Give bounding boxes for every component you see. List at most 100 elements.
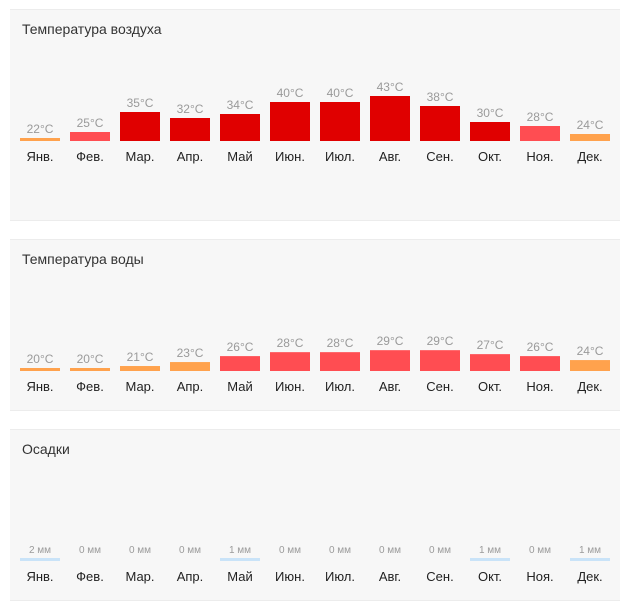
value-label: 29°C <box>427 334 454 348</box>
value-label: 29°C <box>377 334 404 348</box>
precipitation-panel: Осадки 2 мм Янв. 0 мм Фев. 0 мм Мар. 0 мм Апр. 1… <box>10 429 620 601</box>
value-label: 26°C <box>227 340 254 354</box>
value-label: 32°C <box>177 102 204 116</box>
value-label: 30°C <box>477 106 504 120</box>
value-label: 21°C <box>127 350 154 364</box>
value-label: 28°C <box>327 336 354 350</box>
bar-4 <box>170 362 210 371</box>
value-label: 0 мм <box>179 545 201 556</box>
month-label: Сен. <box>426 149 453 164</box>
month-label: Июн. <box>275 379 305 394</box>
value-label: 0 мм <box>279 545 301 556</box>
bar-1 <box>20 138 60 141</box>
month-label: Мар. <box>125 569 154 584</box>
month-label: Фев. <box>76 149 104 164</box>
bar-5 <box>220 114 260 141</box>
panel-title: Температура воздуха <box>22 21 162 37</box>
value-label: 38°C <box>427 90 454 104</box>
bar-2 <box>70 368 110 371</box>
month-label: Апр. <box>177 379 204 394</box>
bar-7 <box>320 102 360 141</box>
bar-12 <box>570 558 610 561</box>
month-label: Май <box>227 569 252 584</box>
value-label: 1 мм <box>579 545 601 556</box>
month-label: Авг. <box>379 379 401 394</box>
water-temperature-chart: 20°C Янв. 20°C Фев. 21°C Мар. 23°C Апр. 26°C Май 2… <box>20 334 610 394</box>
bar-1 <box>20 368 60 371</box>
water-temperature-panel: Температура воды 20°C Янв. 20°C Фев. 21°C Мар… <box>10 239 620 411</box>
month-label: Сен. <box>426 379 453 394</box>
value-label: 23°C <box>177 346 204 360</box>
bar-3 <box>120 112 160 141</box>
value-label: 0 мм <box>429 545 451 556</box>
month-label: Апр. <box>177 149 204 164</box>
value-label: 24°C <box>577 118 604 132</box>
precipitation-chart: 2 мм Янв. 0 мм Фев. 0 мм Мар. 0 мм Апр. 1 мм Май 0… <box>20 545 610 584</box>
value-label: 0 мм <box>79 545 101 556</box>
month-label: Дек. <box>577 379 602 394</box>
bar-3 <box>120 366 160 371</box>
month-label: Ноя. <box>526 379 553 394</box>
value-label: 20°C <box>27 352 54 366</box>
value-label: 40°C <box>327 86 354 100</box>
month-label: Апр. <box>177 569 204 584</box>
month-label: Сен. <box>426 569 453 584</box>
bar-10 <box>470 122 510 141</box>
month-label: Июл. <box>325 149 355 164</box>
value-label: 28°C <box>277 336 304 350</box>
month-label: Май <box>227 379 252 394</box>
bar-6 <box>270 102 310 141</box>
month-label: Авг. <box>379 569 401 584</box>
bar-10 <box>470 354 510 371</box>
month-label: Мар. <box>125 379 154 394</box>
bar-10 <box>470 558 510 561</box>
bar-11 <box>520 356 560 371</box>
bar-9 <box>420 106 460 141</box>
value-label: 1 мм <box>479 545 501 556</box>
value-label: 0 мм <box>379 545 401 556</box>
air-temperature-chart: 22°C Янв. 25°C Фев. 35°C Мар. 32°C Апр. 34°C Май 4… <box>20 80 610 164</box>
bar-7 <box>320 352 360 371</box>
value-label: 35°C <box>127 96 154 110</box>
month-label: Ноя. <box>526 569 553 584</box>
value-label: 1 мм <box>229 545 251 556</box>
bar-9 <box>420 350 460 371</box>
bar-12 <box>570 134 610 141</box>
value-label: 27°C <box>477 338 504 352</box>
month-label: Окт. <box>478 379 502 394</box>
air-temperature-panel: Температура воздуха 22°C Янв. 25°C Фев. 35°C… <box>10 9 620 221</box>
month-label: Июн. <box>275 149 305 164</box>
month-label: Янв. <box>26 149 53 164</box>
month-label: Мар. <box>125 149 154 164</box>
month-label: Июл. <box>325 379 355 394</box>
bar-5 <box>220 356 260 371</box>
bar-5 <box>220 558 260 561</box>
month-label: Июл. <box>325 569 355 584</box>
bar-8 <box>370 350 410 371</box>
bar-8 <box>370 96 410 141</box>
month-label: Янв. <box>26 569 53 584</box>
bar-11 <box>520 126 560 141</box>
month-label: Авг. <box>379 149 401 164</box>
month-label: Янв. <box>26 379 53 394</box>
value-label: 0 мм <box>329 545 351 556</box>
value-label: 0 мм <box>529 545 551 556</box>
panel-title: Осадки <box>22 441 70 457</box>
month-label: Фев. <box>76 569 104 584</box>
value-label: 34°C <box>227 98 254 112</box>
month-label: Окт. <box>478 149 502 164</box>
value-label: 22°C <box>27 122 54 136</box>
value-label: 28°C <box>527 110 554 124</box>
value-label: 0 мм <box>129 545 151 556</box>
bar-1 <box>20 558 60 561</box>
bar-12 <box>570 360 610 371</box>
bar-4 <box>170 118 210 141</box>
month-label: Дек. <box>577 149 602 164</box>
value-label: 43°C <box>377 80 404 94</box>
month-label: Май <box>227 149 252 164</box>
value-label: 25°C <box>77 116 104 130</box>
month-label: Фев. <box>76 379 104 394</box>
panel-title: Температура воды <box>22 251 144 267</box>
value-label: 20°C <box>77 352 104 366</box>
value-label: 26°C <box>527 340 554 354</box>
